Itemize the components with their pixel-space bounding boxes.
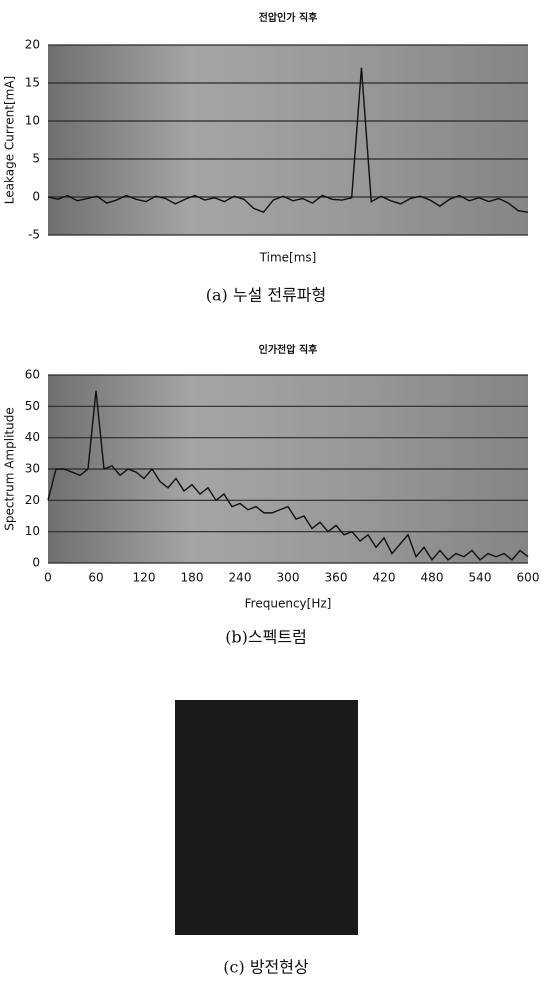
x-tick-label: 0 — [44, 571, 52, 585]
plot-area — [48, 45, 528, 235]
y-axis-label: Spectrum Amplitude — [3, 407, 17, 530]
y-tick-label: 10 — [25, 114, 40, 128]
x-tick-label: 540 — [469, 571, 492, 585]
x-tick-label: 120 — [133, 571, 156, 585]
caption: (a) 누설 전류파형 — [206, 286, 327, 305]
y-tick-label: 50 — [25, 399, 40, 413]
x-tick-label: 420 — [373, 571, 396, 585]
y-tick-label: 0 — [32, 190, 40, 204]
data-line — [47, 390, 529, 562]
data-line — [47, 67, 529, 214]
chart-title: 인가전압 직후 — [259, 343, 318, 356]
x-tick-label: 480 — [421, 571, 444, 585]
y-tick-label: 0 — [32, 556, 40, 570]
x-tick-label: 600 — [517, 571, 540, 585]
x-axis-label: Time[ms] — [259, 251, 317, 265]
y-tick-label: 60 — [25, 368, 40, 382]
caption: (c) 방전현상 — [223, 958, 309, 977]
x-tick-label: 360 — [325, 571, 348, 585]
x-tick-label: 60 — [88, 571, 103, 585]
y-tick-label: 20 — [25, 493, 40, 507]
y-tick-label: 15 — [25, 76, 40, 90]
x-tick-label: 240 — [229, 571, 252, 585]
chart-title: 전압인가 직후 — [259, 11, 318, 24]
x-tick-label: 180 — [181, 571, 204, 585]
y-tick-label: 40 — [25, 430, 40, 444]
y-tick-label: 10 — [25, 524, 40, 538]
y-tick-label: 20 — [25, 38, 40, 52]
y-tick-label: -5 — [28, 228, 40, 242]
y-axis-label: Leakage Current[mA] — [3, 76, 17, 204]
x-tick-label: 300 — [277, 571, 300, 585]
y-tick-label: 5 — [32, 152, 40, 166]
discharge-photo — [175, 700, 358, 935]
y-tick-label: 30 — [25, 462, 40, 476]
caption: (b)스펙트럼 — [225, 628, 307, 647]
x-axis-label: Frequency[Hz] — [245, 597, 332, 611]
